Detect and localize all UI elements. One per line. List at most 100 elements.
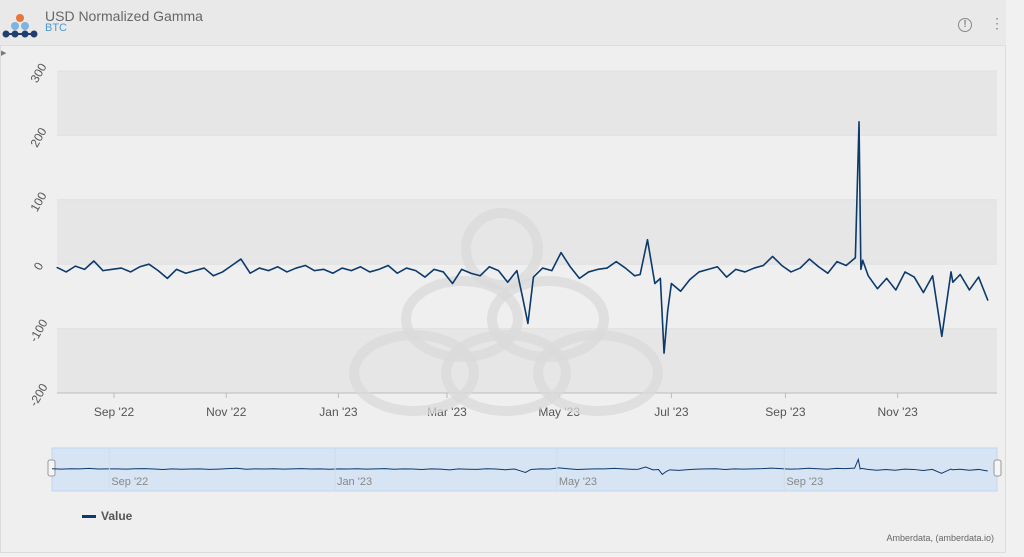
data-point (111, 268, 113, 270)
watermark-logo (401, 276, 523, 362)
data-point (634, 275, 636, 277)
data-point (166, 277, 168, 279)
data-point (913, 276, 915, 278)
data-point (521, 295, 524, 297)
data-point (904, 271, 906, 273)
data-point (854, 257, 856, 259)
info-circle-icon[interactable]: ! (958, 18, 972, 32)
data-point (845, 264, 847, 267)
data-point (507, 281, 509, 283)
data-point (624, 267, 627, 269)
chart-area: 300 200 100 0 -100 -200 Sep '22 Nov '22 Jan '23 M… (26, 61, 1002, 492)
data-point (65, 271, 67, 273)
data-point (959, 273, 961, 276)
legend[interactable]: Value (82, 509, 132, 523)
data-point (516, 270, 518, 272)
data-point (895, 289, 897, 291)
data-point (716, 266, 718, 268)
y-tick-label: 100 (27, 189, 49, 214)
data-point (442, 271, 444, 273)
kebab-menu-icon[interactable]: ⋮ (990, 15, 1004, 31)
data-point (415, 270, 417, 272)
data-point (470, 272, 472, 274)
data-point (369, 271, 371, 273)
data-point (378, 268, 380, 270)
data-point (639, 273, 641, 276)
data-point (578, 277, 581, 279)
data-point (725, 276, 728, 278)
navigator-handle-left (47, 459, 56, 477)
data-point (277, 266, 279, 268)
data-point (771, 255, 774, 258)
data-point (680, 290, 682, 292)
data-point (120, 267, 122, 269)
data-point (707, 268, 709, 270)
data-point (93, 260, 95, 262)
data-point (952, 281, 954, 283)
watermark-logo (349, 330, 479, 416)
watermark-logo (441, 330, 571, 416)
data-point (781, 264, 783, 267)
x-tick-label: Sep '22 (94, 405, 135, 419)
plot-band (57, 71, 997, 136)
data-point (479, 275, 481, 277)
data-point (74, 265, 76, 267)
chart-subtitle: BTC (45, 22, 67, 34)
data-point (175, 268, 178, 270)
data-point (867, 275, 869, 277)
data-point (267, 270, 270, 272)
data-point (922, 291, 925, 294)
y-tick-label: 0 (31, 260, 47, 273)
data-point (827, 272, 829, 274)
navigator-tick-label: Sep '23 (786, 476, 823, 488)
data-point (203, 267, 205, 269)
data-point (185, 272, 187, 274)
data-point (886, 277, 888, 279)
data-point (762, 264, 764, 267)
data-point (744, 271, 746, 273)
data-point (588, 271, 590, 273)
data-point (532, 276, 535, 278)
data-point (433, 268, 435, 270)
x-tick-label: Jan '23 (319, 405, 358, 419)
legend-label-value: Value (101, 509, 133, 523)
y-tick-label: -200 (26, 381, 50, 409)
data-point (597, 268, 599, 270)
data-point (129, 271, 132, 273)
navigator-tick-label: May '23 (559, 476, 597, 488)
chart-credit[interactable]: Amberdata, (amberdata.io) (886, 533, 994, 543)
data-point (194, 270, 196, 272)
data-point (295, 267, 297, 269)
data-point (405, 267, 408, 269)
data-point (932, 275, 934, 277)
data-point (987, 299, 989, 301)
chart-header: USD Normalized Gamma BTC ! ⋮ (0, 0, 1006, 46)
navigator-range (51, 447, 998, 492)
data-point (560, 252, 562, 254)
data-point (654, 282, 656, 285)
series-line-value (56, 121, 989, 354)
data-point (148, 263, 150, 265)
amberdata-logo (2, 14, 38, 38)
data-point (304, 264, 306, 267)
data-point (212, 275, 214, 277)
data-point (615, 261, 617, 263)
data-point (941, 335, 943, 337)
data-point (978, 276, 980, 278)
y-tick-label: 300 (27, 61, 49, 86)
x-tick-label: Nov '22 (206, 405, 247, 419)
data-point (753, 267, 755, 269)
collapse-arrow-icon[interactable]: ▶ (1, 50, 7, 57)
data-point (808, 258, 810, 260)
data-point (350, 270, 352, 272)
data-point (527, 322, 529, 325)
data-point (646, 239, 649, 241)
data-point (323, 268, 325, 270)
data-point (876, 288, 879, 290)
chart-title: USD Normalized Gamma (45, 8, 203, 24)
data-point (689, 279, 691, 281)
data-point (83, 268, 86, 270)
data-point (249, 272, 251, 274)
data-point (817, 266, 820, 268)
y-tick-label: 200 (27, 125, 49, 150)
